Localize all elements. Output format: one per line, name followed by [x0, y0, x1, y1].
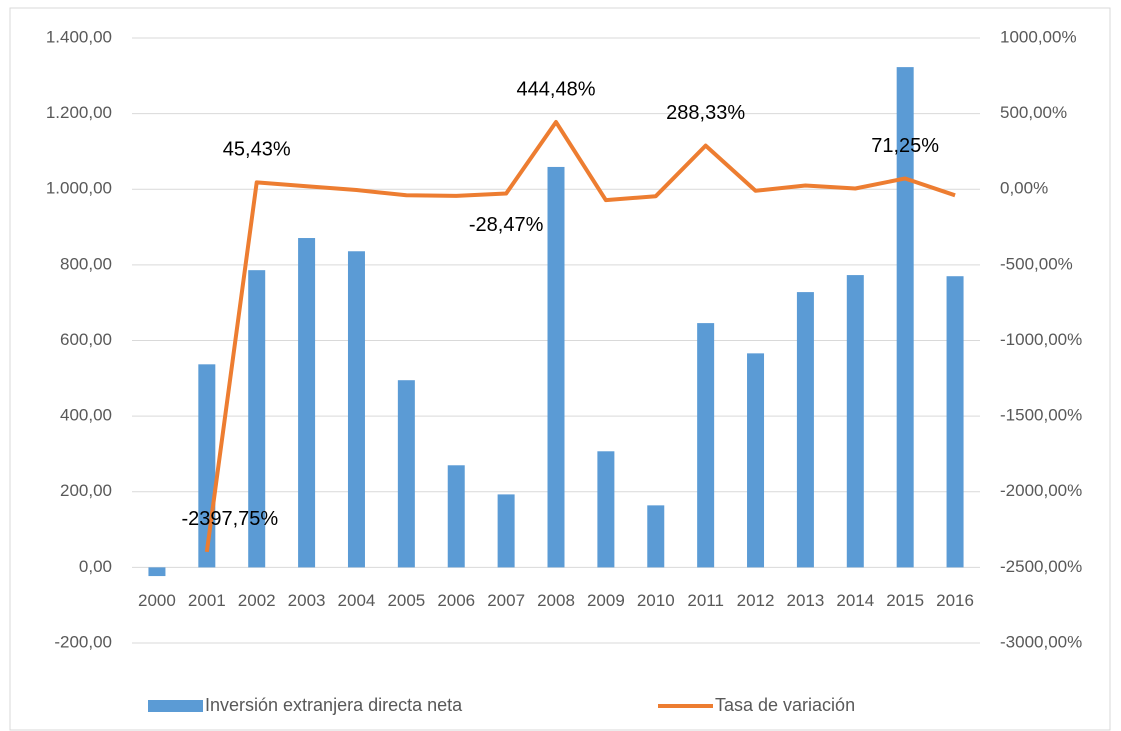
bar: [697, 323, 715, 568]
bar: [198, 364, 216, 568]
x-tick-label: 2012: [737, 591, 775, 610]
y2-tick-label: 0,00%: [1000, 179, 1048, 198]
legend-label: Tasa de variación: [715, 695, 855, 715]
y2-tick-label: -1500,00%: [1000, 406, 1082, 425]
y-tick-label: 600,00: [60, 330, 112, 349]
x-tick-label: 2011: [687, 591, 724, 610]
line: [204, 120, 956, 553]
data-label: 288,33%: [666, 102, 745, 124]
y-tick-label: 1.000,00: [46, 179, 112, 198]
bar: [946, 276, 964, 568]
data-label: 71,25%: [871, 135, 939, 157]
bar: [447, 465, 465, 568]
y2-tick-label: -2000,00%: [1000, 481, 1082, 500]
x-tick-label: 2000: [138, 591, 176, 610]
bar: [347, 251, 365, 568]
bar: [846, 275, 864, 568]
x-tick-label: 2013: [786, 591, 824, 610]
bar: [497, 494, 515, 568]
x-tick-label: 2001: [188, 591, 226, 610]
x-tick-label: 2007: [487, 591, 525, 610]
y-tick-label: 1.200,00: [46, 103, 112, 122]
y2-tick-label: -1000,00%: [1000, 330, 1082, 349]
x-tick-label: 2002: [238, 591, 276, 610]
y2-tick-label: 1000,00%: [1000, 27, 1077, 46]
x-tick-label: 2014: [836, 591, 874, 610]
bar: [796, 292, 814, 568]
data-label: 45,43%: [223, 139, 291, 161]
bar: [747, 353, 765, 568]
bar: [597, 451, 615, 568]
bar: [647, 505, 665, 568]
x-tick-label: 2005: [387, 591, 425, 610]
y2-tick-label: -500,00%: [1000, 254, 1073, 273]
legend-swatch: [148, 700, 203, 712]
y-tick-label: 800,00: [60, 254, 112, 273]
data-label: -2397,75%: [181, 508, 278, 530]
y-tick-label: 1.400,00: [46, 27, 112, 46]
x-tick-label: 2006: [437, 591, 475, 610]
x-tick-label: 2008: [537, 591, 575, 610]
bar: [896, 67, 914, 568]
x-tick-label: 2015: [886, 591, 924, 610]
y-tick-label: 400,00: [60, 406, 112, 425]
bar: [397, 380, 415, 568]
bar: [547, 166, 565, 568]
data-label: -28,47%: [469, 214, 544, 236]
y2-tick-label: 500,00%: [1000, 103, 1067, 122]
bar: [148, 567, 166, 577]
x-tick-label: 2009: [587, 591, 625, 610]
y-tick-label: 200,00: [60, 481, 112, 500]
x-tick-label: 2010: [637, 591, 675, 610]
x-tick-label: 2003: [288, 591, 326, 610]
bar: [248, 270, 266, 568]
x-tick-label: 2004: [338, 591, 376, 610]
bar: [298, 238, 316, 568]
y2-tick-label: -2500,00%: [1000, 557, 1082, 576]
x-tick-label: 2016: [936, 591, 974, 610]
y-tick-label: -200,00: [54, 632, 112, 651]
legend-label: Inversión extranjera directa neta: [205, 695, 463, 715]
y-tick-label: 0,00: [79, 557, 112, 576]
data-label: 444,48%: [517, 78, 596, 100]
y2-tick-label: -3000,00%: [1000, 632, 1082, 651]
